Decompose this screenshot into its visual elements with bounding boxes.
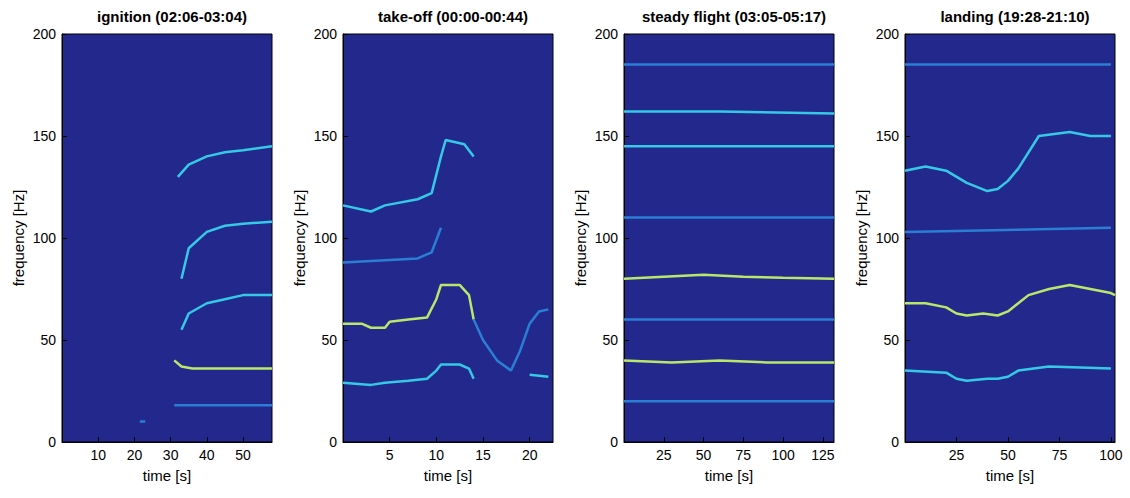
svg-text:125: 125 [811, 447, 835, 463]
svg-text:50: 50 [40, 332, 56, 348]
svg-text:0: 0 [48, 434, 56, 450]
svg-text:200: 200 [595, 26, 619, 42]
svg-text:200: 200 [33, 26, 57, 42]
svg-text:50: 50 [696, 447, 712, 463]
svg-text:100: 100 [595, 230, 619, 246]
svg-text:0: 0 [610, 434, 618, 450]
svg-text:40: 40 [199, 447, 215, 463]
svg-text:0: 0 [891, 434, 899, 450]
svg-text:100: 100 [876, 230, 900, 246]
svg-text:landing (19:28-21:10): landing (19:28-21:10) [940, 8, 1089, 25]
svg-text:frequency [Hz]: frequency [Hz] [853, 190, 870, 287]
svg-text:100: 100 [33, 230, 57, 246]
svg-text:20: 20 [522, 447, 538, 463]
svg-text:50: 50 [883, 332, 899, 348]
svg-text:50: 50 [602, 332, 618, 348]
svg-text:30: 30 [163, 447, 179, 463]
svg-text:frequency [Hz]: frequency [Hz] [572, 190, 589, 287]
svg-text:100: 100 [314, 230, 338, 246]
svg-text:frequency [Hz]: frequency [Hz] [291, 190, 308, 287]
svg-text:15: 15 [475, 447, 491, 463]
svg-text:150: 150 [595, 128, 619, 144]
svg-text:steady flight (03:05-05:17): steady flight (03:05-05:17) [642, 8, 826, 25]
svg-text:200: 200 [314, 26, 338, 42]
svg-text:200: 200 [876, 26, 900, 42]
svg-text:time [s]: time [s] [986, 467, 1034, 484]
svg-text:150: 150 [876, 128, 900, 144]
svg-text:25: 25 [656, 447, 672, 463]
svg-text:75: 75 [736, 447, 752, 463]
svg-text:150: 150 [314, 128, 338, 144]
svg-text:20: 20 [127, 447, 143, 463]
svg-text:75: 75 [1052, 447, 1068, 463]
svg-text:50: 50 [321, 332, 337, 348]
svg-text:50: 50 [1000, 447, 1016, 463]
svg-text:ignition (02:06-03:04): ignition (02:06-03:04) [97, 8, 247, 25]
svg-text:time [s]: time [s] [143, 467, 191, 484]
svg-text:10: 10 [90, 447, 106, 463]
svg-text:50: 50 [235, 447, 251, 463]
svg-text:25: 25 [949, 447, 965, 463]
svg-text:5: 5 [386, 447, 394, 463]
svg-text:150: 150 [33, 128, 57, 144]
svg-text:10: 10 [429, 447, 445, 463]
svg-text:take-off (00:00-00:44): take-off (00:00-00:44) [378, 8, 528, 25]
svg-text:0: 0 [329, 434, 337, 450]
svg-text:frequency [Hz]: frequency [Hz] [10, 190, 27, 287]
svg-text:100: 100 [771, 447, 795, 463]
svg-text:time [s]: time [s] [705, 467, 753, 484]
svg-text:100: 100 [1099, 447, 1123, 463]
svg-text:time [s]: time [s] [424, 467, 472, 484]
